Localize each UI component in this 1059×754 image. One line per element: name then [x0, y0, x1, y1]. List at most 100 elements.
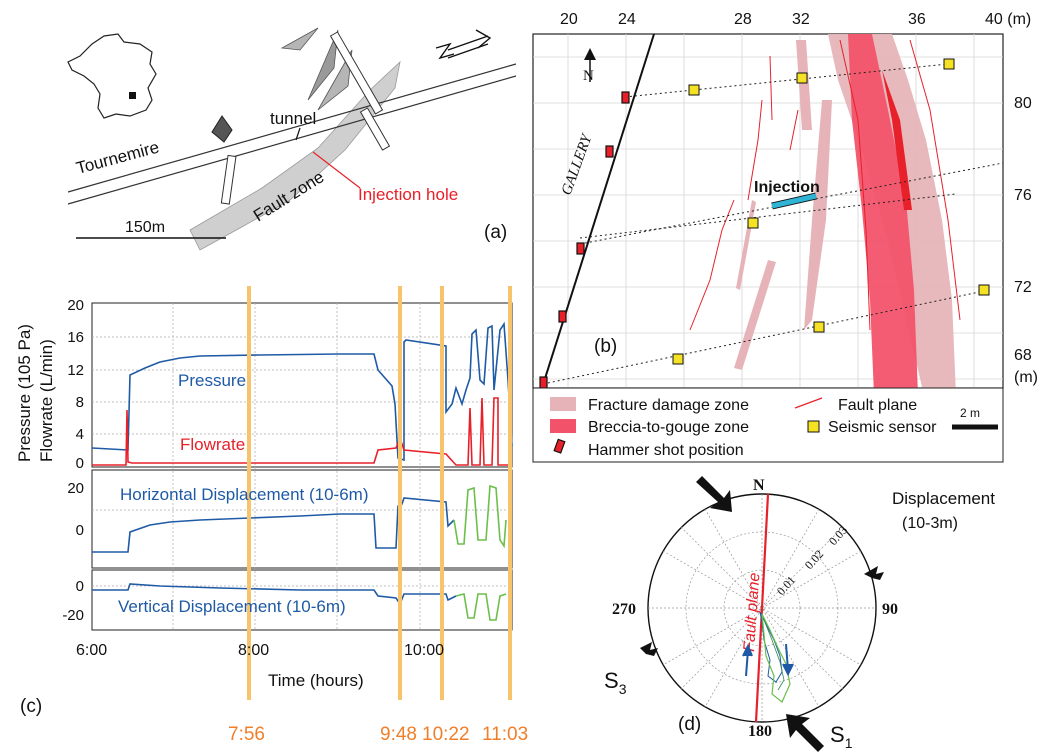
legend-damage: Fracture damage zone: [588, 397, 749, 414]
y-tick-label: 80: [1014, 95, 1032, 112]
y-tick-label: 20: [67, 297, 84, 314]
seismic-sensor: [672, 353, 684, 365]
x-tick-label: 28: [734, 11, 752, 28]
hammer-shot-marker: [605, 145, 614, 158]
stress-arrow-icon: [640, 642, 658, 656]
fault-plane-line: [754, 493, 770, 723]
breccia-to-gouge-zone: [882, 70, 912, 210]
legend-swatch-damage: [550, 397, 576, 411]
event-time-label: 9:48: [380, 724, 417, 745]
breccia-to-gouge-zone: [848, 34, 918, 395]
panel-b-label: (b): [594, 336, 617, 357]
y-tick-label: 12: [67, 362, 84, 379]
displacement-trace-green: [763, 619, 785, 691]
north-label: N: [753, 477, 765, 494]
fault-plane-sketch: [280, 27, 319, 51]
pressure-label: Pressure: [178, 371, 246, 390]
y-tick-label: 0: [76, 578, 84, 595]
seismic-sensor: [813, 321, 825, 333]
legend-fault-plane: Fault plane: [838, 397, 917, 414]
slip-arrows: [742, 643, 794, 677]
x-tick-label: 32: [792, 11, 810, 28]
legend-swatch-fault: [794, 397, 823, 409]
scale-label: 150m: [125, 219, 165, 236]
legend-swatch-breccia: [550, 419, 576, 433]
fault-plane-sketch: [307, 29, 339, 101]
flowrate-label: Flowrate: [180, 435, 245, 454]
scale-label: 2 m: [960, 406, 980, 420]
event-time-label: 11:03: [482, 724, 528, 745]
x-tick-label: 24: [618, 11, 636, 28]
pressure-plot-frame: [91, 302, 513, 468]
flowrate-curve: [92, 397, 512, 466]
panel-b-legend: Fracture damage zone Fault plane Breccia…: [532, 387, 1004, 463]
gallery-sketch: [220, 154, 237, 205]
horizontal-displacement-green-curve: [453, 484, 507, 549]
fault-zone-band: [189, 60, 401, 251]
direction-270-label: 270: [612, 601, 636, 618]
event-time-label: 7:56: [228, 724, 265, 745]
s1-label: SS11: [830, 722, 853, 751]
panel-c-chart: 7:56 9:48 10:22 11:03 20 16 12 8 4 0 20 …: [15, 286, 528, 745]
tournemire-location-marker: [129, 92, 136, 99]
tunnel-label: tunnel: [270, 109, 316, 128]
hammer-shot-marker: [576, 242, 585, 255]
north-arrow-icon: N: [583, 48, 596, 84]
y-axis-label: Pressure (105 Pa): [15, 324, 34, 462]
vertical-displacement-curve: [92, 583, 457, 606]
y-axis-label: Flowrate (L/min): [37, 339, 56, 462]
s3-label: SS33: [604, 668, 627, 697]
fracture-damage-zone: [734, 260, 776, 370]
x-tick-label: 8:00: [238, 642, 269, 659]
displacement-label: Displacement: [892, 489, 995, 508]
legend-breccia: Breccia-to-gouge zone: [588, 419, 749, 436]
injection-hole-line: [312, 151, 361, 189]
x-tick-label: 20: [560, 11, 578, 28]
displacement-trace-green: [761, 613, 791, 703]
y-tick-label: 4: [76, 426, 84, 443]
fault-zone-tick: [295, 127, 301, 141]
vertical-displacement-green-curve: [455, 593, 507, 621]
gallery-line: [541, 33, 655, 389]
y-tick-label: 16: [67, 329, 84, 346]
seismic-sensors: [672, 58, 990, 365]
north-label: N: [583, 68, 594, 84]
stress-arrow-icon: [696, 476, 732, 512]
panel-d-polar: Fault plane 0.01 0.02 0.03 N 90 180 270 …: [604, 476, 995, 752]
y-tick-label: 0: [76, 522, 84, 539]
stress-arrow-icon: [786, 714, 824, 752]
injection-label: Injection: [754, 179, 820, 196]
legend-hammer-shot: Hammer shot position: [588, 442, 744, 459]
event-time-label: 10:22: [422, 724, 470, 745]
y-tick-label: 0: [76, 455, 84, 472]
tunnel-line: [67, 63, 517, 193]
panel-a-map: Tournemire tunnel Fault zone Injection h…: [67, 27, 517, 251]
panel-d-label: (d): [678, 714, 701, 735]
fracture-damage-zone: [804, 100, 832, 330]
tunnel-line: [67, 75, 517, 205]
seismic-sensor: [796, 72, 808, 84]
y-tick-label: 76: [1014, 187, 1032, 204]
panel-a-label: (a): [484, 222, 507, 243]
legend-seismic-sensor: Seismic sensor: [828, 419, 937, 436]
y-tick-label: -20: [62, 607, 84, 624]
x-tick-label: 36: [908, 11, 926, 28]
hammer-shot-marker: [558, 310, 567, 323]
seismic-sensor: [943, 58, 955, 70]
seismic-sensor: [747, 217, 759, 229]
fault-plane-lines: [689, 39, 961, 331]
stress-arrow-icon: [864, 566, 884, 580]
direction-180-label: 180: [748, 723, 772, 740]
fault-plane-label: Fault plane: [741, 572, 763, 652]
injection-borehole-bar: [771, 193, 817, 209]
france-outline: [67, 33, 157, 119]
displacement-trace-blue: [759, 611, 783, 683]
gallery-sketch: [359, 107, 391, 151]
tournemire-label: Tournemire: [74, 137, 161, 177]
seismic-sensor: [688, 84, 700, 96]
event-lines: [247, 286, 512, 700]
north-arrow-icon: [435, 29, 492, 60]
injection-hole-label: Injection hole: [358, 185, 458, 204]
horizontal-displacement-curve: [92, 497, 455, 553]
x-axis-label: Time (hours): [268, 671, 364, 690]
